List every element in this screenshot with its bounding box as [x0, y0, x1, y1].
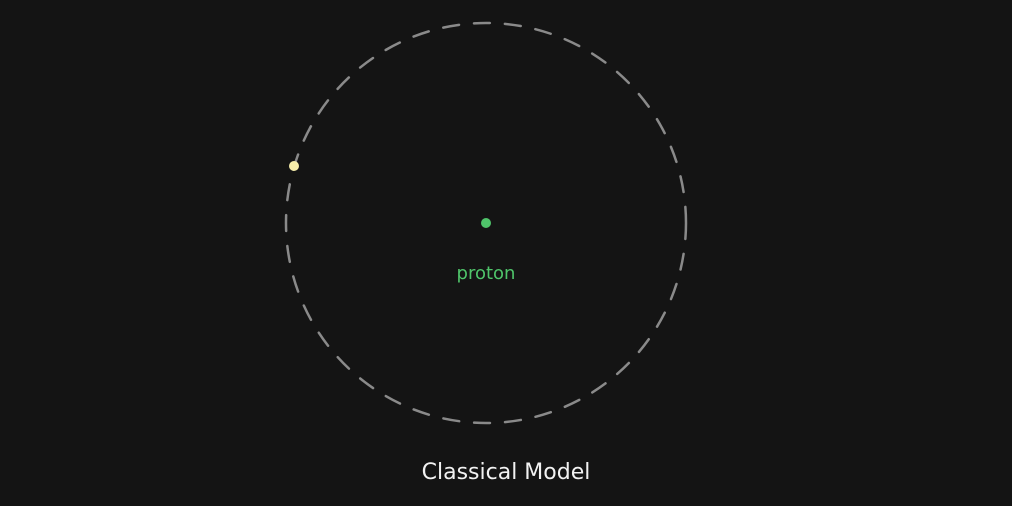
diagram-caption: Classical Model	[421, 460, 591, 485]
orbit-path	[284, 21, 688, 425]
proton-label: proton	[457, 263, 516, 284]
electron-dot	[289, 161, 299, 171]
proton-dot	[481, 218, 491, 228]
